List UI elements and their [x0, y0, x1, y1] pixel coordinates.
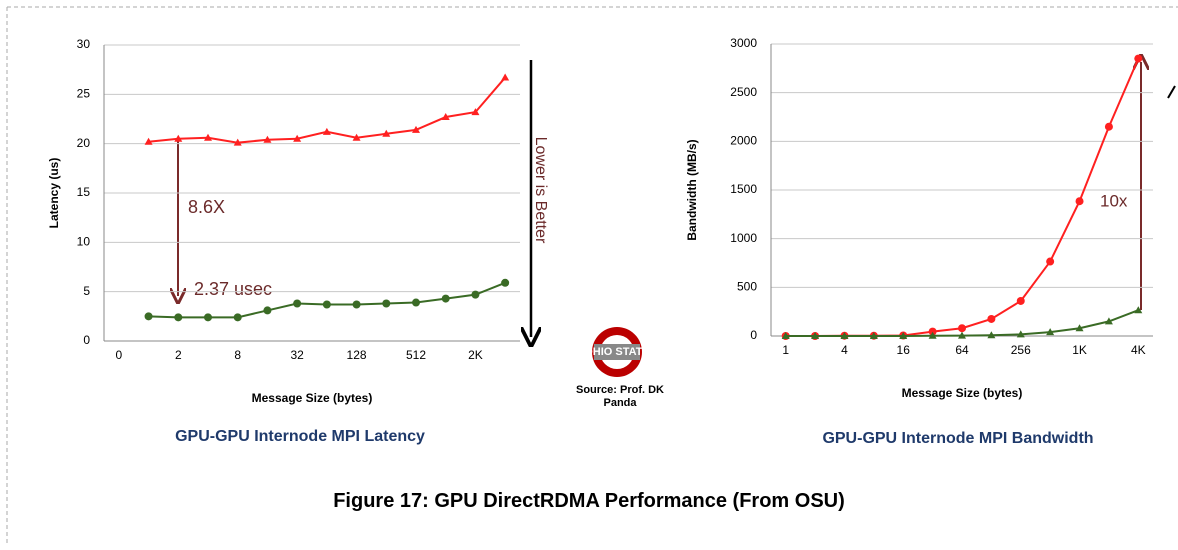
point [1104, 317, 1113, 325]
point [471, 108, 480, 116]
x-axis-label: Message Size (bytes) [252, 391, 373, 405]
point [174, 313, 183, 322]
logo: OHIO STATE [584, 327, 650, 377]
x-tick-label: 8 [234, 348, 241, 362]
annotation: Lower is Better [532, 137, 549, 244]
point [412, 298, 420, 307]
point [293, 134, 302, 142]
point [928, 331, 937, 339]
y-tick-label: 20 [77, 136, 91, 150]
chart-title: GPU-GPU Internode MPI Latency [175, 428, 425, 445]
source: Source: Prof. DK Panda [575, 384, 664, 409]
point [899, 332, 908, 339]
point [263, 135, 272, 143]
x-axis-label: Message Size (bytes) [902, 386, 1023, 400]
y-tick-label: 15 [77, 185, 91, 199]
point [1075, 197, 1084, 206]
series-line [785, 58, 1140, 337]
point [811, 332, 820, 339]
point [1016, 296, 1025, 305]
x-tick-label: 2 [175, 348, 182, 362]
point [928, 327, 937, 336]
point [1075, 324, 1084, 332]
annotation: 8.6X [188, 197, 225, 217]
y-tick-label: 5 [83, 284, 90, 298]
svg-text:OHIO STATE: OHIO STATE [584, 346, 650, 358]
x-tick-label: 128 [347, 348, 367, 362]
y-tick-label: 500 [737, 280, 757, 294]
point [382, 299, 391, 308]
y-tick-label: 0 [83, 333, 90, 347]
x-tick-label: 4 [841, 343, 848, 357]
point [144, 137, 153, 145]
x-tick-label: 1K [1072, 343, 1087, 357]
y-tick-label: 25 [77, 87, 91, 101]
point [1046, 257, 1055, 266]
point [441, 294, 450, 303]
y-tick-label: 1500 [730, 182, 757, 196]
point [352, 300, 361, 309]
point [1104, 122, 1113, 131]
point [840, 332, 849, 339]
point [322, 127, 331, 135]
point [204, 313, 212, 322]
x-tick-label: 4K [1131, 343, 1146, 357]
x-tick-label: 2K [468, 348, 483, 362]
point [987, 314, 996, 323]
x-tick-label: 64 [955, 343, 969, 357]
x-tick-label: 32 [290, 348, 304, 362]
point [174, 134, 183, 142]
y-tick-label: 2000 [730, 134, 757, 148]
point [382, 129, 391, 137]
y-tick-label: 30 [77, 37, 91, 51]
y-tick-label: 10 [77, 235, 91, 249]
point [233, 313, 242, 322]
annotation: 2.37 usec [194, 279, 272, 299]
caption: Figure 17: GPU DirectRDMA Performance (F… [333, 490, 845, 512]
point [1134, 306, 1143, 314]
x-tick-label: 1 [782, 343, 789, 357]
point [1046, 328, 1055, 336]
y-tick-label: 0 [750, 328, 757, 342]
y-tick-label: 1000 [730, 231, 757, 245]
y-axis-label: Bandwidth (MB/s) [685, 139, 699, 240]
arrow-fragment [1167, 85, 1176, 99]
point [293, 299, 302, 308]
y-tick-label: 3000 [730, 36, 757, 50]
y-tick-label: 2500 [730, 85, 757, 99]
point [958, 324, 966, 333]
x-tick-label: 0 [116, 348, 123, 362]
point [233, 138, 242, 146]
point [441, 113, 450, 121]
point [144, 312, 153, 321]
point [958, 331, 966, 339]
point [204, 133, 212, 141]
chart-title: GPU-GPU Internode MPI Bandwidth [822, 430, 1093, 447]
point [987, 331, 996, 339]
y-axis-label: Latency (us) [47, 158, 61, 229]
point [412, 125, 420, 133]
point [501, 73, 510, 81]
point [501, 278, 510, 287]
x-tick-label: 512 [406, 348, 426, 362]
point [471, 290, 480, 299]
point [781, 332, 790, 339]
x-tick-label: 256 [1011, 343, 1031, 357]
point [869, 332, 878, 339]
point [352, 133, 361, 141]
point [322, 300, 331, 309]
annotation: 10x [1100, 191, 1128, 210]
x-tick-label: 16 [897, 343, 911, 357]
point [263, 306, 272, 315]
point [1016, 330, 1025, 338]
point [1134, 54, 1143, 63]
